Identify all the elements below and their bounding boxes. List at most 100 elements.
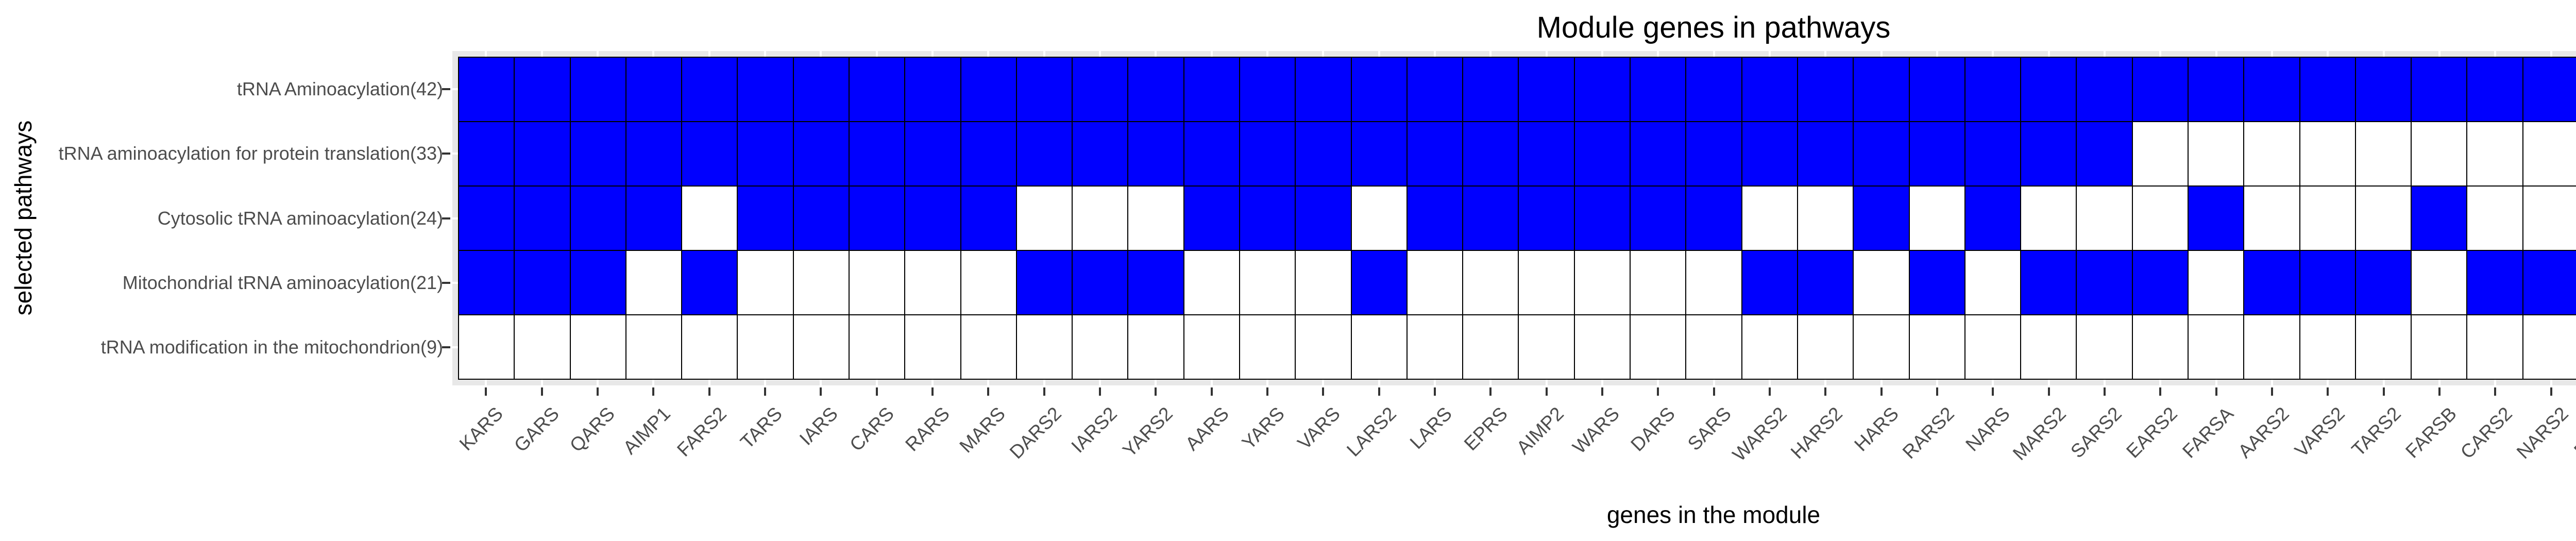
heatmap-cell xyxy=(905,58,960,121)
heatmap-cell xyxy=(1631,315,1686,379)
heatmap-cell xyxy=(1686,58,1741,121)
x-tick-label: YARS xyxy=(1238,403,1289,454)
heatmap-cell xyxy=(1798,122,1853,185)
heatmap-cell xyxy=(459,315,514,379)
gridline-stub-bottom xyxy=(1545,380,1548,385)
heatmap-cell xyxy=(1184,122,1240,185)
heatmap-cell xyxy=(2077,315,2132,379)
heatmap-cell xyxy=(2467,58,2522,121)
heatmap-cell xyxy=(2355,315,2411,379)
x-axis-tick xyxy=(2327,387,2329,396)
heatmap-cell xyxy=(1631,122,1686,185)
gridline-stub-bottom xyxy=(1098,380,1101,385)
x-tick-label: IARS2 xyxy=(1067,403,1121,457)
heatmap-cell xyxy=(1854,187,1909,250)
gridline-stub-top xyxy=(1936,51,1938,57)
gridline-stub-top xyxy=(1768,51,1771,57)
heatmap-cell xyxy=(1686,122,1741,185)
heatmap-cell xyxy=(626,58,682,121)
y-tick-label: tRNA modification in the mitochondrion(9… xyxy=(100,336,443,358)
heatmap-cell xyxy=(515,122,570,185)
x-tick-label: HARS xyxy=(1850,403,1903,455)
heatmap-cell xyxy=(1407,251,1463,314)
heatmap-cell xyxy=(1073,58,1128,121)
x-axis-tick xyxy=(652,387,655,396)
heatmap-cell xyxy=(682,251,737,314)
heatmap-cell xyxy=(515,58,570,121)
x-axis-tick xyxy=(1713,387,1715,396)
heatmap-cell xyxy=(1909,58,1964,121)
x-axis-tick xyxy=(2550,387,2552,396)
heatmap-cell xyxy=(1351,58,1406,121)
heatmap-cell xyxy=(738,58,793,121)
gridline-stub-left xyxy=(452,281,458,284)
gridline-stub-top xyxy=(875,51,878,57)
heatmap-cell xyxy=(961,315,1016,379)
gridline-stub-top xyxy=(1433,51,1436,57)
heatmap-cell xyxy=(2244,315,2299,379)
x-tick-label: MARS xyxy=(955,403,1010,457)
heatmap-cell xyxy=(1463,58,1518,121)
x-tick-label: QARS xyxy=(565,403,619,457)
heatmap-cell xyxy=(570,315,625,379)
heatmap-cell xyxy=(961,187,1016,250)
heatmap-cell xyxy=(2300,251,2355,314)
heatmap-cell xyxy=(1463,251,1518,314)
heatmap-cell xyxy=(850,58,905,121)
gridline-stub-bottom xyxy=(931,380,934,385)
heatmap-cell xyxy=(1016,122,1072,185)
heatmap-cell xyxy=(2467,187,2522,250)
heatmap-cell xyxy=(515,315,570,379)
heatmap-cell xyxy=(626,187,682,250)
gridline-stub-top xyxy=(596,51,599,57)
x-axis-tick xyxy=(1768,387,1771,396)
gridline-stub-bottom xyxy=(2382,380,2385,385)
heatmap-cell xyxy=(1742,315,1797,379)
heatmap-cell xyxy=(738,251,793,314)
heatmap-cell xyxy=(2523,187,2576,250)
y-axis-title: selected pathways xyxy=(10,120,37,316)
heatmap-cell xyxy=(2188,122,2244,185)
gridline-stub-bottom xyxy=(1824,380,1827,385)
gridline-stub-top xyxy=(987,51,990,57)
heatmap-cell xyxy=(2244,122,2299,185)
heatmap-cell xyxy=(2523,251,2576,314)
x-axis-tick xyxy=(1322,387,1325,396)
heatmap-cell xyxy=(1742,251,1797,314)
x-axis-tick xyxy=(2494,387,2497,396)
heatmap-cell xyxy=(2355,122,2411,185)
gridline-stub-bottom xyxy=(1992,380,1994,385)
heatmap-cell xyxy=(1965,187,2021,250)
gridline-stub-bottom xyxy=(1880,380,1883,385)
x-tick-label: YARS2 xyxy=(1118,403,1177,461)
heatmap-cell xyxy=(1519,251,1574,314)
x-axis-tick xyxy=(1992,387,1994,396)
gridline-stub-bottom xyxy=(652,380,655,385)
heatmap-cell xyxy=(1296,187,1351,250)
gridline-stub-top xyxy=(2438,51,2441,57)
heatmap-cell xyxy=(1184,251,1240,314)
x-axis-tick xyxy=(1433,387,1436,396)
heatmap-cell xyxy=(570,187,625,250)
gridline-stub-top xyxy=(1489,51,1492,57)
heatmap-cell xyxy=(905,187,960,250)
heatmap-cell xyxy=(1296,315,1351,379)
gridline-stub-bottom xyxy=(2215,380,2217,385)
heatmap-cell xyxy=(1798,315,1853,379)
heatmap-cell xyxy=(459,251,514,314)
heatmap-cell xyxy=(1128,122,1183,185)
x-tick-label: EARS2 xyxy=(2122,403,2182,462)
heatmap-cell xyxy=(1073,122,1128,185)
gridline-stub-bottom xyxy=(1768,380,1771,385)
heatmap-cell xyxy=(682,58,737,121)
gridline-stub-top xyxy=(1713,51,1715,57)
heatmap-cell xyxy=(1016,315,1072,379)
heatmap-cell xyxy=(793,315,849,379)
heatmap-cell xyxy=(738,315,793,379)
x-tick-label: HARS2 xyxy=(1786,403,1847,463)
x-axis-tick xyxy=(1601,387,1603,396)
heatmap-cell xyxy=(1407,58,1463,121)
heatmap-cell xyxy=(626,122,682,185)
gridline-stub-bottom xyxy=(1657,380,1659,385)
heatmap-cell xyxy=(2355,58,2411,121)
